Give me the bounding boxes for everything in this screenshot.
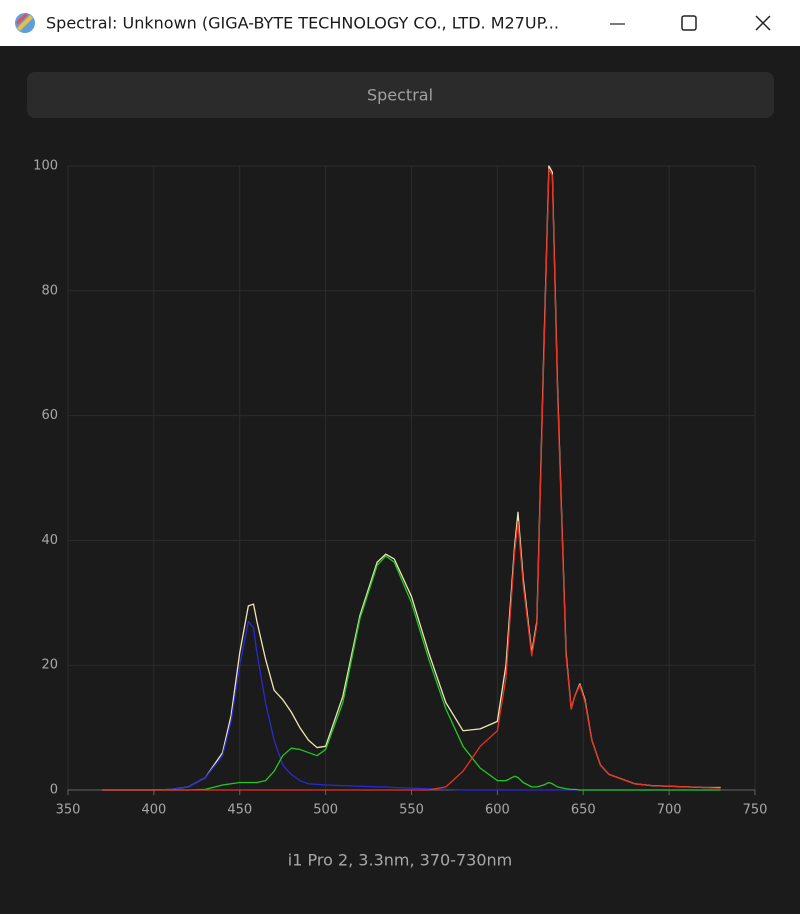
x-axis-label: i1 Pro 2, 3.3nm, 370-730nm bbox=[288, 851, 512, 870]
y-tick-label: 40 bbox=[41, 533, 58, 548]
x-tick-label: 650 bbox=[571, 803, 596, 818]
y-tick-label: 60 bbox=[41, 408, 58, 423]
x-tick-label: 700 bbox=[657, 803, 682, 818]
title-bar bbox=[0, 0, 800, 46]
app-icon bbox=[15, 13, 35, 33]
close-button[interactable] bbox=[755, 15, 771, 31]
x-tick-label: 450 bbox=[227, 803, 252, 818]
x-tick-label: 550 bbox=[399, 803, 424, 818]
y-tick-label: 0 bbox=[50, 783, 58, 798]
x-tick-label: 400 bbox=[141, 803, 166, 818]
y-tick-label: 80 bbox=[41, 283, 58, 298]
x-tick-label: 750 bbox=[743, 803, 768, 818]
window-title: Spectral: Unknown (GIGA-BYTE TECHNOLOGY … bbox=[46, 14, 559, 33]
plot: 0 20 40 60 80 100 350 400 450 500 550 600 650 700 750 bbox=[33, 159, 767, 818]
y-tick-label: 100 bbox=[33, 159, 58, 174]
y-tick-label: 20 bbox=[41, 658, 58, 673]
x-tick-label: 600 bbox=[485, 803, 510, 818]
x-tick-label: 350 bbox=[56, 803, 81, 818]
spectral-button-label[interactable]: Spectral bbox=[367, 86, 433, 105]
maximize-button[interactable] bbox=[681, 15, 697, 31]
spectrum-line bbox=[102, 168, 721, 791]
x-tick-label: 500 bbox=[313, 803, 338, 818]
spectrum-line bbox=[102, 555, 721, 791]
spectral-button[interactable] bbox=[27, 72, 774, 118]
